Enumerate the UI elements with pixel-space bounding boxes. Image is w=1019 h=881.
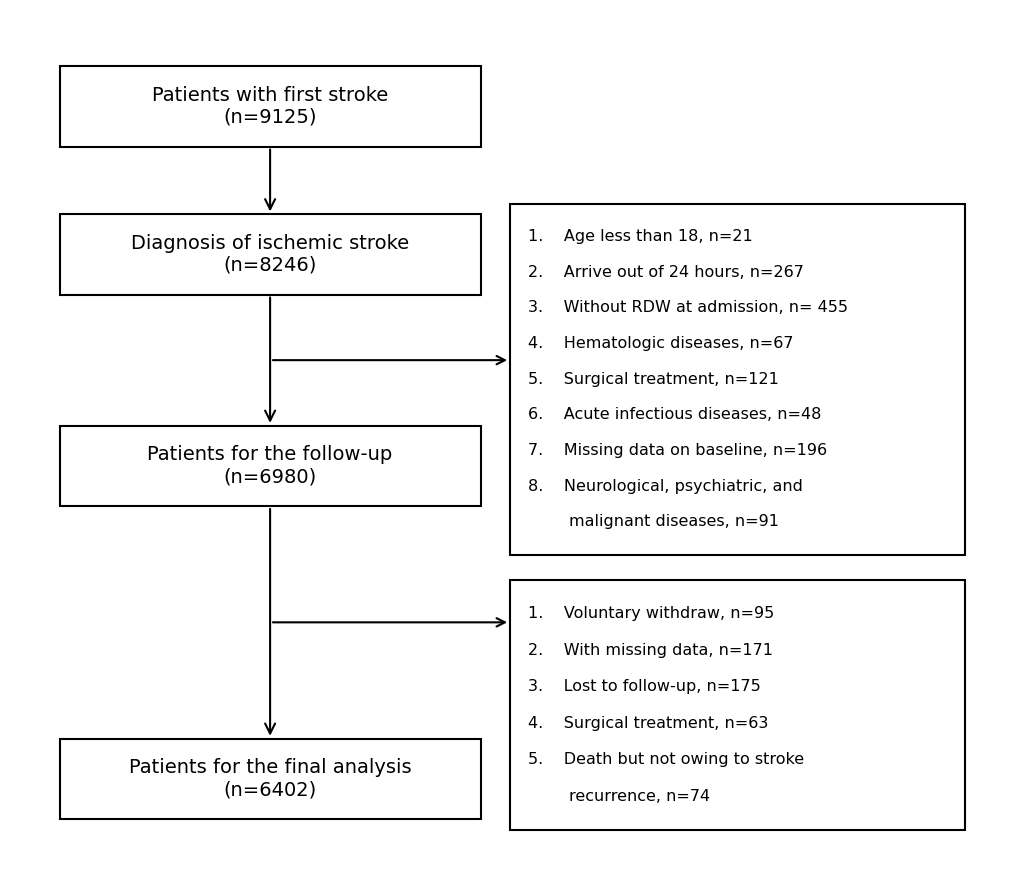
Text: recurrence, n=74: recurrence, n=74 xyxy=(527,788,709,803)
Text: 4.    Hematologic diseases, n=67: 4. Hematologic diseases, n=67 xyxy=(527,336,793,351)
Text: 5.    Surgical treatment, n=121: 5. Surgical treatment, n=121 xyxy=(527,372,777,387)
Text: 4.    Surgical treatment, n=63: 4. Surgical treatment, n=63 xyxy=(527,715,767,730)
Bar xyxy=(59,738,480,819)
Text: 7.    Missing data on baseline, n=196: 7. Missing data on baseline, n=196 xyxy=(527,443,826,458)
Text: Patients for the follow-up
(n=6980): Patients for the follow-up (n=6980) xyxy=(148,446,392,486)
Text: 6.    Acute infectious diseases, n=48: 6. Acute infectious diseases, n=48 xyxy=(527,407,820,422)
Text: 8.    Neurological, psychiatric, and: 8. Neurological, psychiatric, and xyxy=(527,478,802,493)
Text: Patients with first stroke
(n=9125): Patients with first stroke (n=9125) xyxy=(152,86,388,127)
Bar xyxy=(59,66,480,146)
Text: 3.    Lost to follow-up, n=175: 3. Lost to follow-up, n=175 xyxy=(527,679,759,694)
Text: 2.    Arrive out of 24 hours, n=267: 2. Arrive out of 24 hours, n=267 xyxy=(527,265,803,280)
Text: 2.    With missing data, n=171: 2. With missing data, n=171 xyxy=(527,642,771,657)
Text: 1.    Age less than 18, n=21: 1. Age less than 18, n=21 xyxy=(527,229,752,244)
Text: Patients for the final analysis
(n=6402): Patients for the final analysis (n=6402) xyxy=(128,759,411,799)
Text: Diagnosis of ischemic stroke
(n=8246): Diagnosis of ischemic stroke (n=8246) xyxy=(130,234,409,275)
Bar xyxy=(510,580,964,830)
Text: malignant diseases, n=91: malignant diseases, n=91 xyxy=(527,515,777,529)
Text: 3.    Without RDW at admission, n= 455: 3. Without RDW at admission, n= 455 xyxy=(527,300,847,315)
Bar xyxy=(510,204,964,555)
Bar xyxy=(59,426,480,506)
Text: 5.    Death but not owing to stroke: 5. Death but not owing to stroke xyxy=(527,752,803,767)
Text: 1.    Voluntary withdraw, n=95: 1. Voluntary withdraw, n=95 xyxy=(527,606,773,621)
Bar xyxy=(59,214,480,294)
